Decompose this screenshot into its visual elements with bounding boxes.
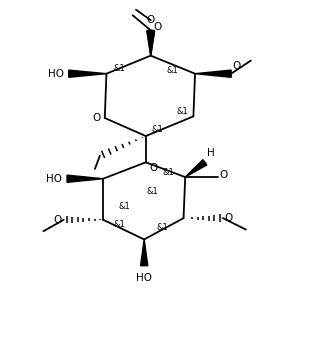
Text: &1: &1	[114, 220, 125, 229]
Polygon shape	[67, 175, 103, 182]
Text: &1: &1	[114, 64, 125, 73]
Polygon shape	[185, 160, 207, 177]
Text: O: O	[220, 170, 228, 181]
Polygon shape	[147, 30, 154, 56]
Text: &1: &1	[118, 202, 130, 211]
Text: &1: &1	[176, 107, 188, 116]
Text: O: O	[224, 213, 233, 223]
Text: O: O	[147, 15, 155, 25]
Polygon shape	[195, 70, 231, 77]
Text: O: O	[153, 22, 161, 32]
Text: O: O	[53, 215, 61, 225]
Polygon shape	[141, 240, 148, 266]
Polygon shape	[147, 31, 155, 56]
Text: O: O	[93, 113, 101, 123]
Text: H: H	[207, 149, 215, 158]
Text: &1: &1	[151, 125, 163, 134]
Text: HO: HO	[136, 273, 152, 283]
Text: &1: &1	[163, 168, 175, 177]
Text: HO: HO	[46, 174, 62, 184]
Text: &1: &1	[156, 223, 168, 233]
Text: HO: HO	[48, 69, 65, 79]
Text: &1: &1	[166, 66, 178, 75]
Text: O: O	[149, 163, 157, 173]
Text: O: O	[233, 61, 241, 71]
Text: &1: &1	[147, 187, 158, 196]
Polygon shape	[69, 70, 107, 77]
